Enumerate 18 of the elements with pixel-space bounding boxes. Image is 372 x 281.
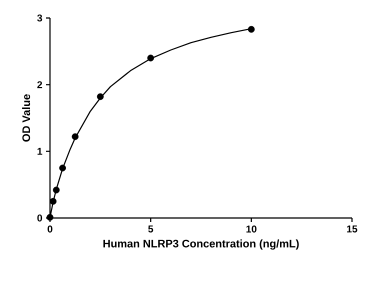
y-tick-label: 2 (37, 81, 42, 88)
point (59, 164, 66, 172)
point (46, 214, 54, 221)
point (72, 133, 79, 140)
y-tick-label: 3 (37, 14, 42, 22)
x-axis-title: Human NLRP3 Concentration (ng/mL) (103, 239, 299, 250)
x-tick-label: 0 (48, 226, 52, 233)
point (50, 198, 57, 205)
x-tick-label: 5 (148, 226, 154, 232)
point (248, 26, 255, 33)
y-axis-title: OD Value (22, 94, 30, 142)
x-tick-label: 15 (347, 226, 358, 232)
x-tick-label: 10 (246, 226, 256, 233)
point (52, 186, 60, 194)
y-tick-label: 1 (38, 148, 42, 155)
y-tick-label: 0 (37, 214, 42, 222)
point (147, 54, 154, 62)
point (96, 93, 104, 100)
